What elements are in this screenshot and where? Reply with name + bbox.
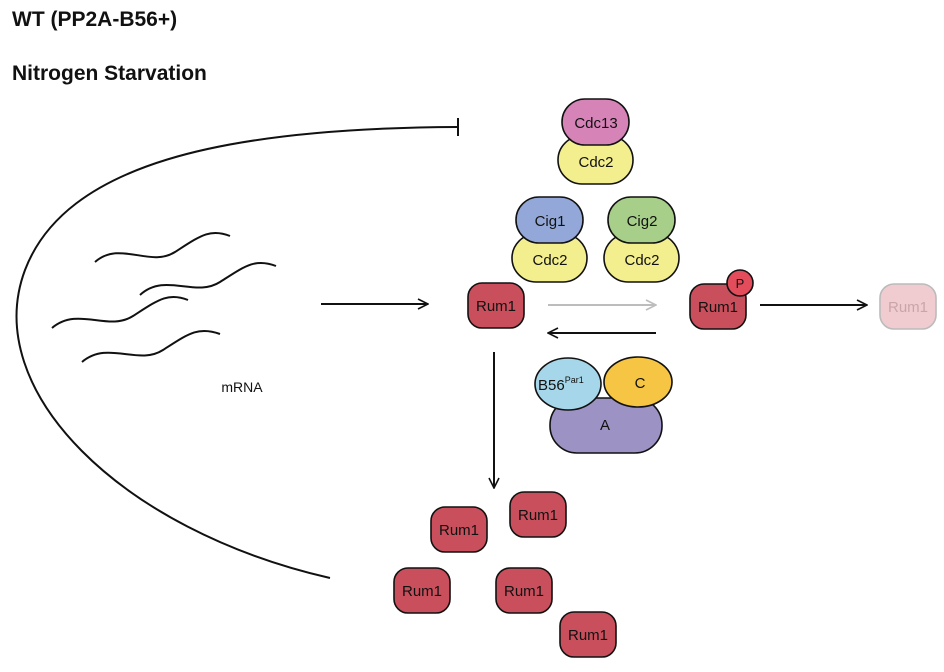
rum1-label: Rum1	[568, 627, 608, 644]
pp2a-a-subunit	[549, 397, 663, 454]
cig2-label: Cig2	[627, 213, 658, 230]
cig2-cyclin	[607, 196, 676, 244]
mrna-label: mRNA	[221, 379, 263, 395]
b56-superscript: Par1	[565, 375, 584, 385]
rum1-protein: Rum1	[430, 506, 488, 553]
c-label: C	[635, 375, 646, 392]
inhibition-arc	[15, 126, 459, 579]
cdc2-label: Cdc2	[532, 252, 567, 269]
rum1-label: Rum1	[888, 299, 928, 316]
b56-label: B56Par1	[538, 375, 584, 394]
title-genotype: WT (PP2A-B56+)	[12, 8, 178, 31]
rum1-pool: Rum1 Rum1 Rum1 Rum1 Rum1	[393, 491, 617, 658]
rum1-label: Rum1	[476, 298, 516, 315]
phosphate-label: P	[736, 276, 745, 291]
cig1-cdc2-complex: Cig1 Cdc2	[511, 196, 588, 283]
cdc2-label: Cdc2	[624, 252, 659, 269]
rum1-protein: Rum1	[559, 611, 617, 658]
mrna-strands	[51, 231, 277, 363]
phosphate-group	[726, 269, 754, 297]
rum1-phosphorylated: Rum1 P	[689, 269, 754, 330]
cig2-cdc2-complex: Cig2 Cdc2	[603, 196, 680, 283]
rum1-protein: Rum1	[509, 491, 567, 538]
pp2a-b56-complex: B56Par1 C A	[534, 356, 673, 454]
b56-par1-subunit	[534, 357, 602, 411]
title-condition: Nitrogen Starvation	[12, 62, 207, 85]
rum1-protein: Rum1	[467, 282, 525, 329]
cdc2-label: Cdc2	[578, 154, 613, 171]
rum1-degraded: Rum1	[879, 283, 937, 330]
b56-text: B56	[538, 377, 565, 394]
rum1-label: Rum1	[698, 299, 738, 316]
rum1-label: Rum1	[402, 583, 442, 600]
cig1-label: Cig1	[535, 213, 566, 230]
rum1-protein: Rum1	[495, 567, 553, 614]
cdc13-label: Cdc13	[574, 115, 617, 132]
rum1-label: Rum1	[518, 507, 558, 524]
rum1-label: Rum1	[504, 583, 544, 600]
a-label: A	[600, 417, 610, 434]
pp2a-c-subunit	[603, 356, 673, 408]
cig1-cyclin	[515, 196, 584, 244]
rum1-label: Rum1	[439, 522, 479, 539]
rum1-protein: Rum1	[393, 567, 451, 614]
cdc13-cdc2-complex: Cdc13 Cdc2	[557, 98, 634, 185]
cdc13-cyclin	[561, 98, 630, 146]
